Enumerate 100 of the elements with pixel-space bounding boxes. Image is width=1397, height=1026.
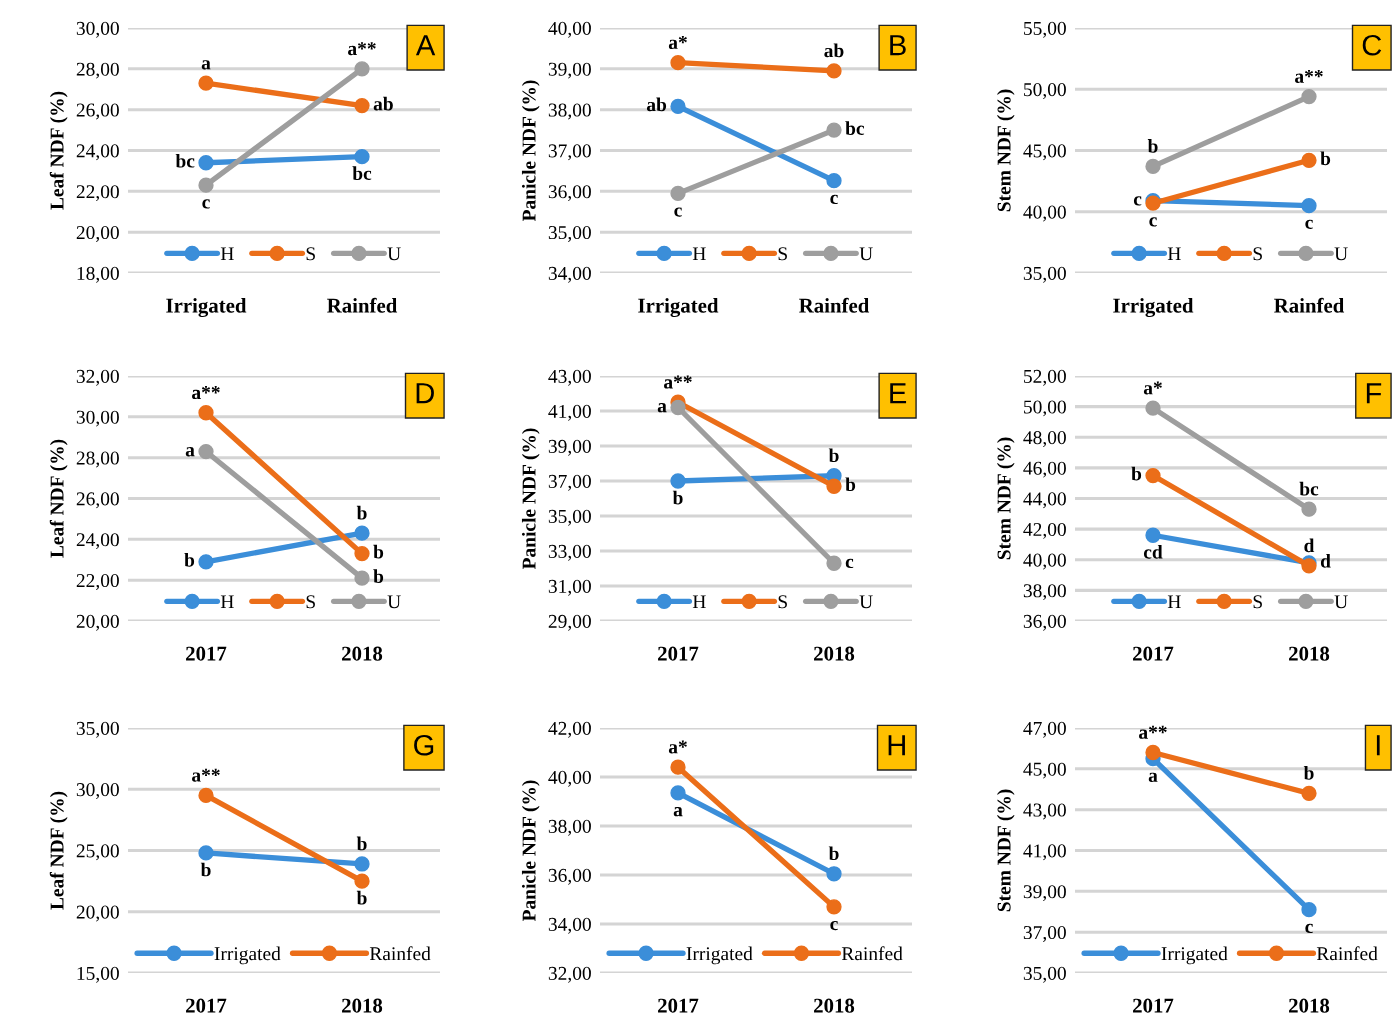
point [354, 545, 370, 562]
y-tick-label: 20,00 [76, 905, 119, 922]
legend-label: U [859, 247, 873, 261]
point [670, 785, 686, 801]
y-tick-label: 37,00 [548, 474, 591, 491]
y-axis-title: Leaf NDF (%) [49, 91, 68, 210]
annotation: b [1320, 151, 1331, 166]
x-tick-label: Irrigated [638, 298, 719, 318]
y-tick-label: 43,00 [1023, 803, 1066, 820]
y-tick-label: 35,00 [548, 225, 591, 242]
annotation: b [356, 890, 367, 905]
point [198, 405, 214, 421]
point [826, 173, 842, 189]
annotation: c [830, 920, 838, 931]
point [354, 525, 370, 541]
y-tick-label: 38,00 [548, 819, 591, 836]
point [826, 478, 842, 494]
chart-title: H [888, 735, 905, 756]
y-tick-label: 15,00 [77, 966, 119, 983]
point [198, 554, 214, 570]
legend-label: S [306, 247, 315, 261]
point [826, 122, 842, 138]
point [1145, 527, 1161, 543]
point [198, 177, 214, 193]
y-tick-label: 29,00 [548, 614, 591, 631]
y-tick-label: 42,00 [1023, 522, 1066, 539]
x-tick-label: Irrigated [1113, 298, 1194, 318]
x-tick-label: 2018 [342, 646, 383, 661]
y-tick-label: 20,00 [76, 225, 119, 242]
annotation: c [1305, 923, 1313, 934]
y-axis-title: Leaf NDF (%) [49, 439, 68, 558]
point [354, 570, 370, 586]
legend-label: S [1253, 247, 1262, 261]
chart-title: D [416, 383, 434, 404]
point [198, 443, 214, 460]
legend-label: Rainfed [841, 946, 903, 961]
annotation: a [185, 447, 195, 457]
annotation: b [845, 477, 856, 492]
y-tick-label: 41,00 [548, 404, 591, 421]
annotation: c [1133, 196, 1142, 206]
point [198, 75, 214, 91]
y-axis-title: Leaf NDF (%) [49, 791, 68, 910]
y-axis-title: Panicle NDF (%) [521, 428, 540, 570]
x-tick-label: 2018 [342, 998, 383, 1013]
y-tick-label: 55,00 [1024, 21, 1066, 38]
point [354, 148, 370, 165]
y-tick-label: 30,00 [76, 783, 119, 799]
y-tick-label: 37,00 [1023, 925, 1066, 942]
y-tick-label: 44,00 [1023, 492, 1066, 509]
y-tick-label: 36,00 [548, 185, 591, 202]
legend-label: Irrigated [1161, 946, 1228, 965]
y-tick-label: 34,00 [548, 266, 591, 283]
point [1301, 501, 1317, 517]
y-axis-title: Stem NDF (%) [996, 789, 1015, 912]
legend-label: H [220, 595, 234, 609]
legend-label: H [692, 595, 706, 609]
legend-label: U [387, 595, 401, 609]
y-tick-label: 30,00 [76, 410, 119, 427]
x-tick-label: Rainfed [1274, 297, 1345, 313]
point [670, 98, 686, 115]
y-tick-label: 47,00 [1023, 721, 1066, 738]
annotation: b [828, 846, 839, 861]
annotation: b [200, 862, 211, 877]
y-axis-title: Panicle NDF (%) [521, 780, 540, 922]
annotation: b [672, 490, 683, 505]
y-tick-label: 28,00 [76, 451, 119, 468]
annotation: a** [1139, 725, 1167, 739]
y-axis-title: Stem NDF (%) [996, 437, 1015, 560]
point [826, 555, 842, 571]
annotation: a** [348, 42, 376, 56]
point [198, 845, 214, 861]
y-tick-label: 45,00 [1023, 762, 1066, 779]
annotation: a* [668, 36, 687, 50]
annotation: b [373, 569, 384, 583]
annotation: b [184, 552, 195, 567]
y-tick-label: 45,00 [1023, 144, 1066, 161]
x-tick-label: 2017 [186, 646, 227, 661]
legend-label: Rainfed [1316, 946, 1378, 961]
annotation: b [356, 505, 367, 520]
y-tick-label: 36,00 [1023, 614, 1066, 631]
x-tick-label: 2018 [1289, 646, 1330, 661]
y-tick-label: 41,00 [1023, 844, 1066, 861]
annotation: ab [824, 43, 844, 58]
annotation: c [845, 558, 854, 569]
y-tick-label: 50,00 [1024, 83, 1066, 99]
y-tick-label: 39,00 [548, 62, 591, 79]
annotation: a [201, 60, 211, 70]
chart-title: B [890, 35, 906, 56]
y-tick-label: 40,00 [1023, 205, 1066, 222]
annotation: cd [1143, 544, 1163, 559]
y-tick-label: 37,00 [548, 144, 591, 161]
point [1301, 902, 1317, 918]
y-tick-label: 39,00 [548, 439, 591, 456]
legend-label: U [1334, 247, 1348, 261]
point [670, 759, 686, 775]
y-tick-label: 38,00 [1023, 584, 1066, 601]
y-tick-label: 22,00 [76, 185, 119, 202]
y-tick-label: 18,00 [77, 266, 119, 283]
annotation: a** [192, 768, 220, 782]
annotation: bc [845, 121, 865, 135]
